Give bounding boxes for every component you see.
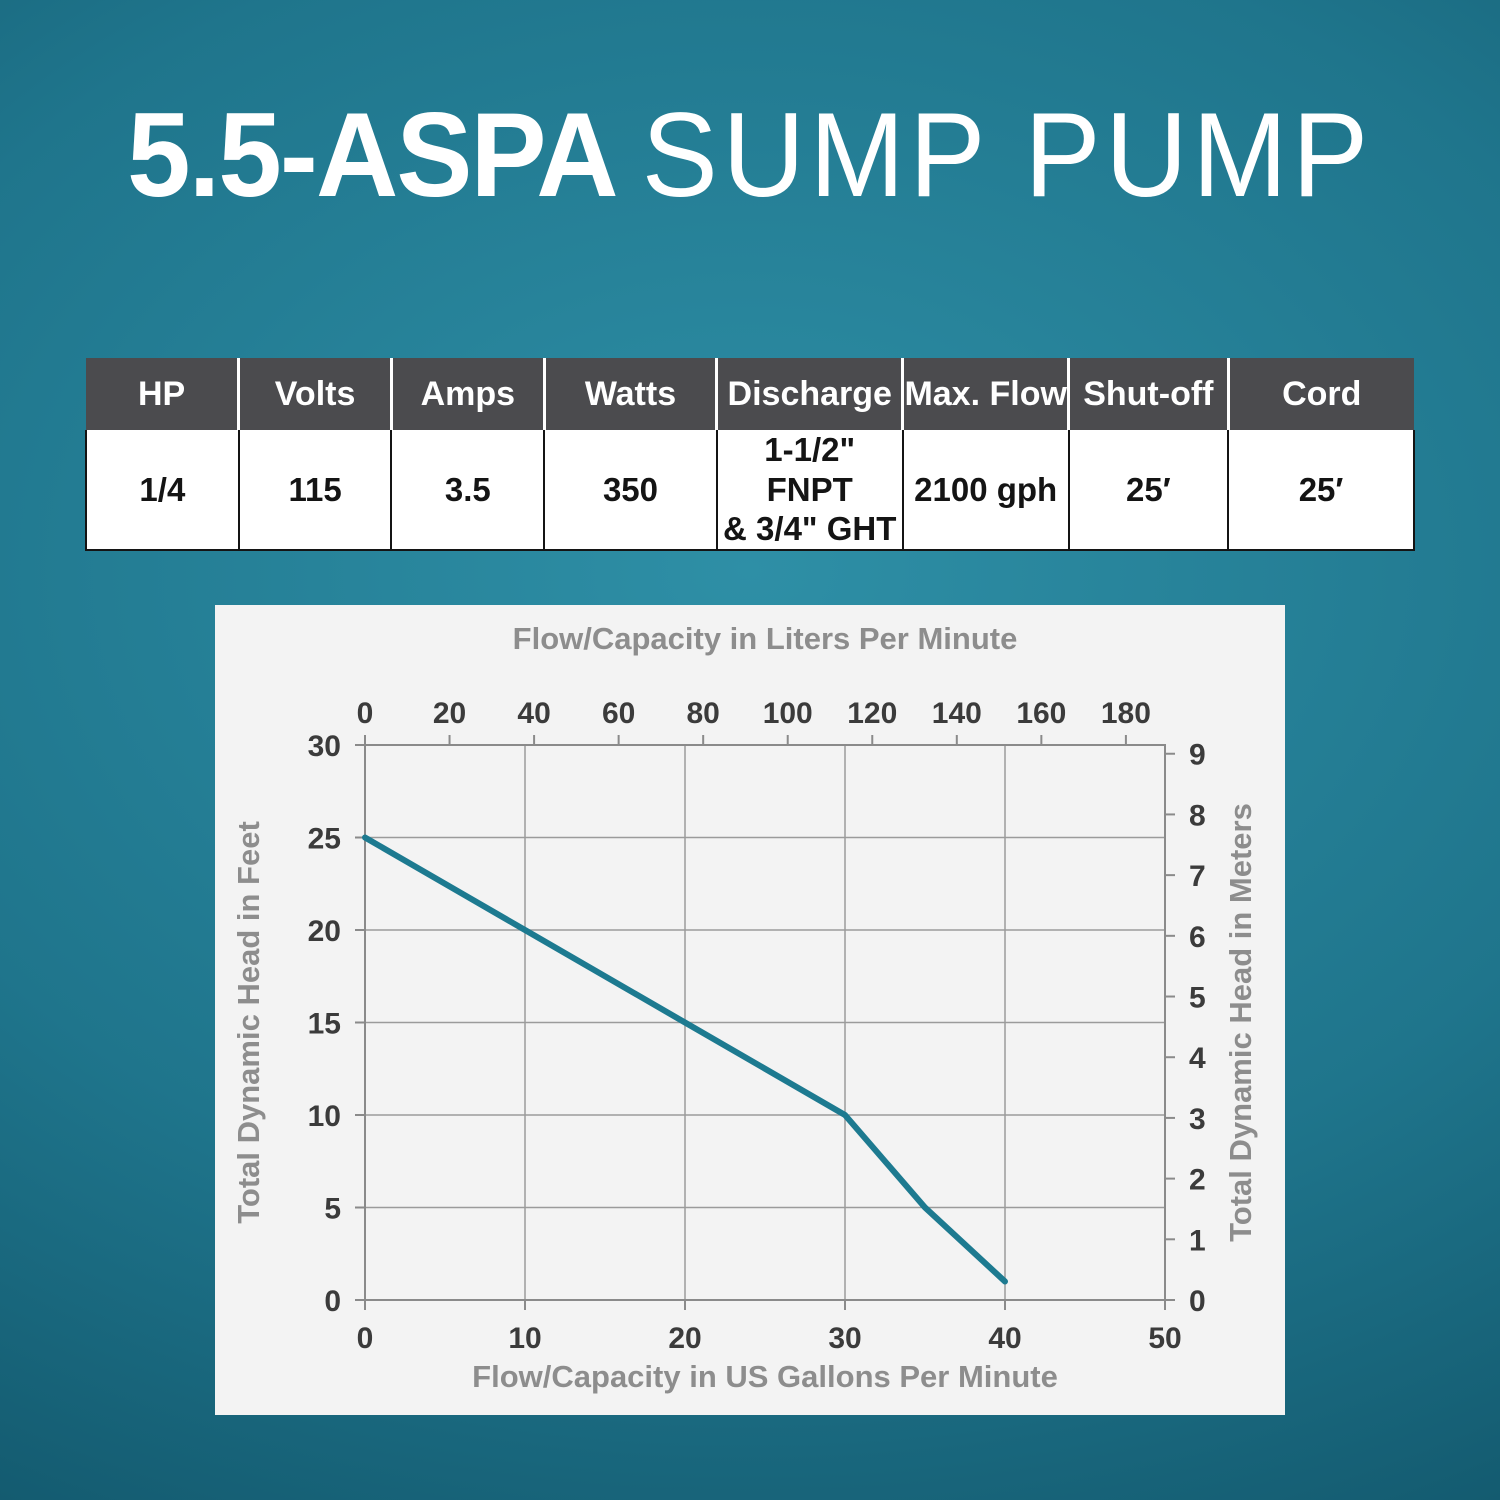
x-tick-gpm: 0 [357, 1322, 374, 1355]
x-tick-lpm: 20 [433, 697, 466, 730]
x-tick-gpm: 30 [828, 1322, 861, 1355]
product-model: 5.5-ASPA [127, 88, 618, 222]
y-tick-meters: 1 [1189, 1224, 1206, 1257]
spec-table: HP Volts Amps Watts Discharge Max. Flow … [85, 358, 1415, 551]
spec-value-cord: 25′ [1227, 430, 1415, 551]
spec-header-volts: Volts [237, 358, 392, 430]
x-tick-lpm: 0 [357, 697, 374, 730]
spec-header-amps: Amps [389, 358, 545, 430]
spec-value-row: 1/4 115 3.5 350 1-1/2" FNPT & 3/4" GHT 2… [85, 430, 1415, 551]
spec-value-hp: 1/4 [85, 430, 240, 551]
y-tick-meters: 0 [1189, 1285, 1206, 1318]
spec-header-cord: Cord [1226, 358, 1414, 430]
x-tick-gpm: 10 [508, 1322, 541, 1355]
y-tick-meters: 8 [1189, 799, 1206, 832]
product-type: SUMP PUMP [641, 88, 1373, 222]
spec-value-watts: 350 [543, 430, 718, 551]
page-title: 5.5-ASPA SUMP PUMP [38, 86, 1463, 224]
x-tick-lpm: 40 [517, 697, 550, 730]
y-tick-meters: 3 [1189, 1103, 1206, 1136]
left-axis-title: Total Dynamic Head in Feet [231, 821, 266, 1224]
y-tick-meters: 5 [1189, 982, 1206, 1015]
y-tick-meters: 6 [1189, 921, 1206, 954]
x-tick-lpm: 160 [1016, 697, 1066, 730]
performance-curve-svg: 0 10 20 30 40 500 20 40 60 80 100 120 140 160 18005101… [231, 621, 1258, 1394]
spec-header-row: HP Volts Amps Watts Discharge Max. Flow … [86, 358, 1414, 430]
y-tick-feet: 20 [308, 915, 341, 948]
y-tick-meters: 7 [1189, 860, 1206, 893]
spec-value-shutoff: 25′ [1067, 430, 1230, 551]
y-tick-feet: 0 [324, 1285, 341, 1318]
y-tick-meters: 4 [1189, 1042, 1206, 1075]
spec-header-shutoff: Shut-off [1067, 358, 1229, 430]
x-tick-lpm: 140 [932, 697, 982, 730]
spec-header-maxflow: Max. Flow [901, 358, 1069, 430]
y-tick-feet: 25 [308, 823, 341, 856]
top-axis-title: Flow/Capacity in Liters Per Minute [513, 621, 1018, 656]
y-tick-feet: 15 [308, 1008, 341, 1041]
spec-header-watts: Watts [542, 358, 717, 430]
y-tick-meters: 2 [1189, 1164, 1206, 1197]
x-tick-lpm: 100 [763, 697, 813, 730]
x-tick-gpm: 40 [988, 1322, 1021, 1355]
y-tick-feet: 10 [308, 1100, 341, 1133]
x-tick-lpm: 120 [847, 697, 897, 730]
x-tick-lpm: 80 [686, 697, 719, 730]
y-tick-meters: 9 [1189, 739, 1206, 772]
x-tick-gpm: 50 [1148, 1322, 1181, 1355]
performance-curve [362, 834, 1008, 1285]
x-tick-lpm: 180 [1101, 697, 1151, 730]
spec-value-maxflow: 2100 gph [901, 430, 1070, 551]
x-tick-lpm: 60 [602, 697, 635, 730]
spec-value-amps: 3.5 [390, 430, 546, 551]
x-tick-gpm: 20 [668, 1322, 701, 1355]
y-tick-feet: 5 [324, 1193, 341, 1226]
pump-performance-chart: 0 10 20 30 40 50 0 20 40 60 80 100 120 140 160 180 0 5 10 1… [215, 605, 1285, 1415]
spec-header-hp: HP [86, 358, 239, 430]
spec-value-discharge: 1-1/2" FNPT & 3/4" GHT [715, 430, 904, 551]
y-tick-feet: 30 [308, 730, 341, 763]
spec-value-volts: 115 [237, 430, 393, 551]
bottom-axis-title: Flow/Capacity in US Gallons Per Minute [472, 1359, 1058, 1394]
spec-header-discharge: Discharge [715, 358, 903, 430]
right-axis-title: Total Dynamic Head in Meters [1223, 803, 1258, 1242]
